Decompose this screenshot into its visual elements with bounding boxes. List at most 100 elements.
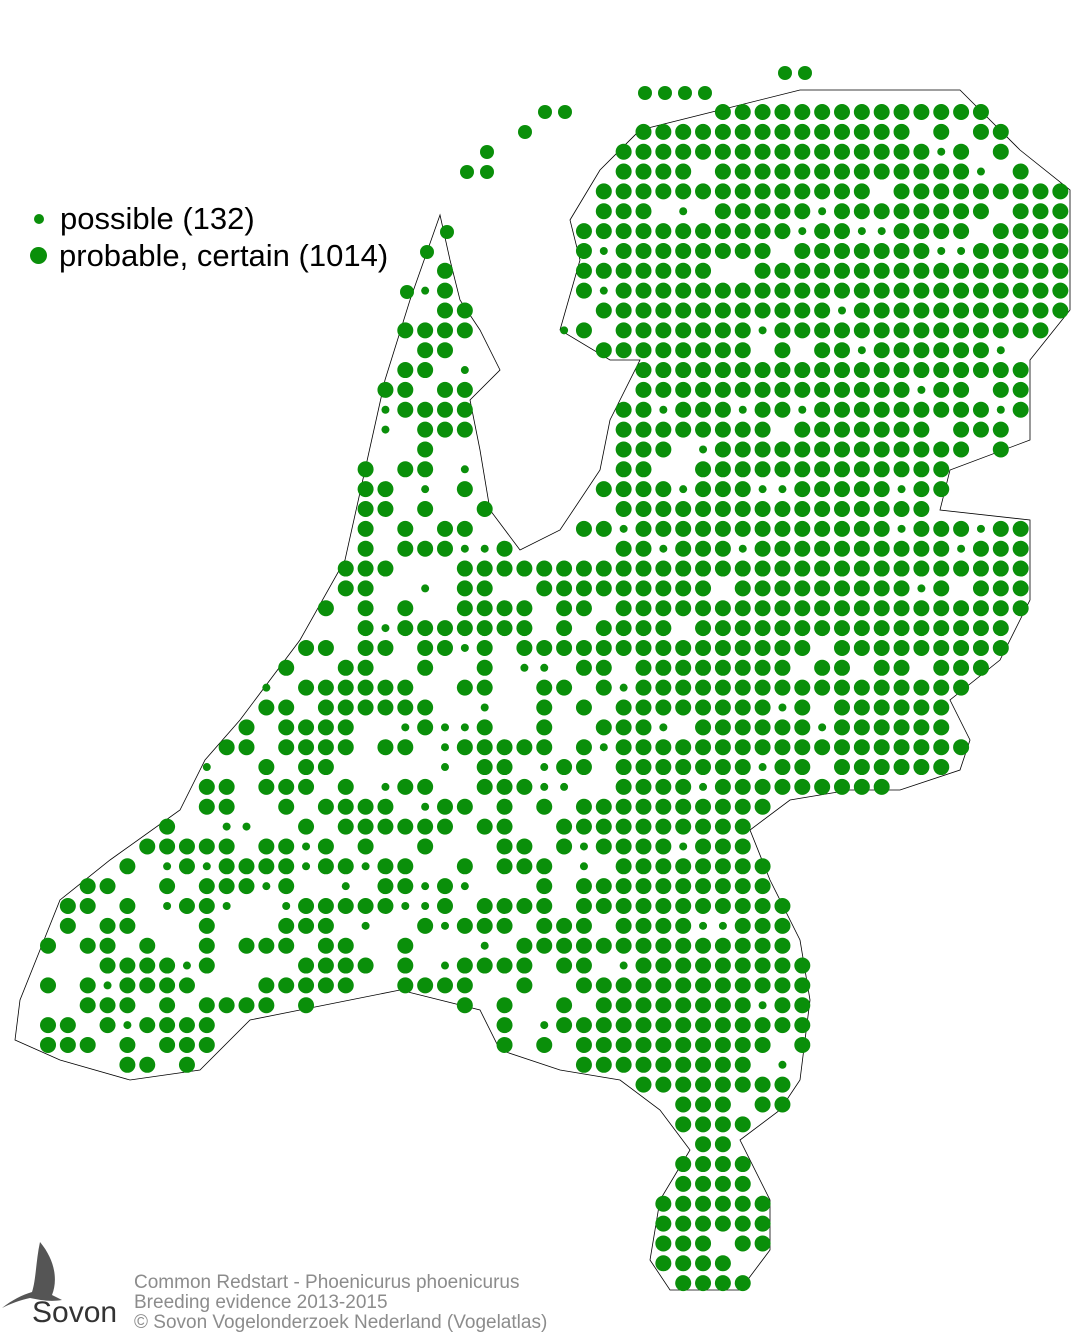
probable-certain-dot (953, 183, 970, 200)
probable-certain-dot (913, 699, 930, 716)
probable-certain-dot (734, 1017, 751, 1034)
probable-certain-dot (913, 520, 930, 537)
probable-certain-dot (754, 580, 771, 597)
probable-certain-dot (814, 540, 831, 557)
probable-certain-dot (992, 540, 1009, 557)
probable-certain-dot (953, 381, 970, 398)
probable-certain-dot (615, 501, 632, 517)
probable-certain-dot (480, 145, 494, 159)
probable-certain-dot (675, 540, 692, 557)
probable-certain-dot (635, 778, 652, 795)
probable-certain-dot (794, 540, 811, 557)
probable-certain-dot (834, 104, 850, 120)
probable-certain-dot (615, 798, 632, 815)
probable-certain-dot (516, 937, 533, 954)
probable-certain-dot (496, 620, 513, 637)
probable-certain-dot (635, 242, 652, 259)
probable-certain-dot (635, 302, 652, 319)
probable-certain-dot (595, 659, 612, 676)
probable-certain-dot (734, 1175, 751, 1192)
probable-certain-dot (794, 520, 811, 537)
probable-certain-dot (714, 679, 731, 696)
probable-certain-dot (754, 600, 771, 617)
possible-dot (540, 763, 549, 772)
probable-certain-dot (397, 739, 414, 756)
probable-certain-dot (538, 105, 552, 119)
probable-certain-dot (595, 719, 612, 736)
probable-certain-dot (1012, 242, 1029, 259)
possible-dot (996, 346, 1005, 355)
probable-certain-dot (377, 798, 394, 815)
possible-dot (798, 227, 807, 236)
probable-certain-dot (575, 1056, 592, 1073)
probable-certain-dot (853, 441, 870, 458)
probable-certain-dot (655, 977, 672, 994)
probable-certain-dot (695, 1116, 712, 1133)
probable-certain-dot (695, 659, 712, 676)
probable-certain-dot (714, 1076, 731, 1093)
probable-certain-dot (337, 858, 354, 875)
probable-certain-dot (834, 461, 850, 478)
probable-certain-dot (575, 878, 592, 895)
probable-certain-dot (814, 104, 831, 120)
probable-certain-dot (873, 381, 890, 398)
probable-certain-dot (714, 560, 731, 577)
probable-certain-dot (834, 362, 850, 379)
probable-certain-dot (774, 917, 791, 934)
probable-certain-dot (675, 1275, 692, 1292)
possible-dot (182, 961, 191, 970)
probable-certain-dot (853, 401, 870, 418)
possible-dot (758, 485, 767, 494)
possible-dot (520, 663, 529, 672)
probable-certain-dot (913, 540, 930, 557)
probable-certain-dot (714, 302, 731, 319)
possible-dot (421, 286, 430, 295)
probable-certain-dot (774, 659, 791, 676)
probable-certain-dot (734, 580, 751, 597)
possible-dot (421, 584, 430, 593)
probable-certain-dot (456, 739, 473, 756)
probable-certain-dot (992, 143, 1009, 160)
probable-certain-dot (615, 322, 632, 339)
probable-certain-dot (476, 501, 493, 517)
probable-certain-dot (615, 778, 632, 795)
probable-certain-dot (992, 441, 1009, 458)
probable-certain-dot (933, 699, 950, 716)
probable-certain-dot (695, 362, 712, 379)
probable-certain-dot (734, 699, 751, 716)
probable-certain-dot (834, 282, 850, 299)
probable-certain-dot (972, 580, 989, 597)
probable-certain-dot (397, 818, 414, 835)
probable-certain-dot (893, 659, 910, 676)
probable-certain-dot (714, 898, 731, 914)
probable-certain-dot (873, 600, 890, 617)
probable-certain-dot (655, 1255, 672, 1272)
probable-certain-dot (992, 223, 1009, 240)
probable-certain-dot (774, 381, 791, 398)
probable-certain-dot (814, 520, 831, 537)
probable-certain-dot (774, 441, 791, 458)
probable-certain-dot (754, 242, 771, 259)
probable-certain-dot (298, 778, 315, 795)
probable-certain-dot (556, 600, 573, 617)
probable-certain-dot (695, 898, 712, 914)
probable-certain-dot (734, 997, 751, 1014)
probable-certain-dot (575, 600, 592, 617)
probable-certain-dot (238, 878, 255, 895)
possible-dot (222, 822, 231, 831)
probable-certain-dot (655, 818, 672, 835)
probable-certain-dot (714, 977, 731, 994)
probable-certain-dot (754, 381, 771, 398)
probable-certain-dot (1012, 163, 1029, 180)
probable-certain-dot (675, 1156, 692, 1173)
probable-certain-dot (853, 679, 870, 696)
possible-dot (897, 485, 906, 494)
probable-certain-dot (178, 898, 195, 914)
probable-certain-dot (337, 679, 354, 696)
possible-dot (818, 723, 827, 732)
probable-certain-dot (178, 1036, 195, 1053)
probable-certain-dot (655, 1235, 672, 1252)
probable-certain-dot (913, 223, 930, 240)
probable-certain-dot (734, 659, 751, 676)
probable-certain-dot (734, 421, 751, 438)
